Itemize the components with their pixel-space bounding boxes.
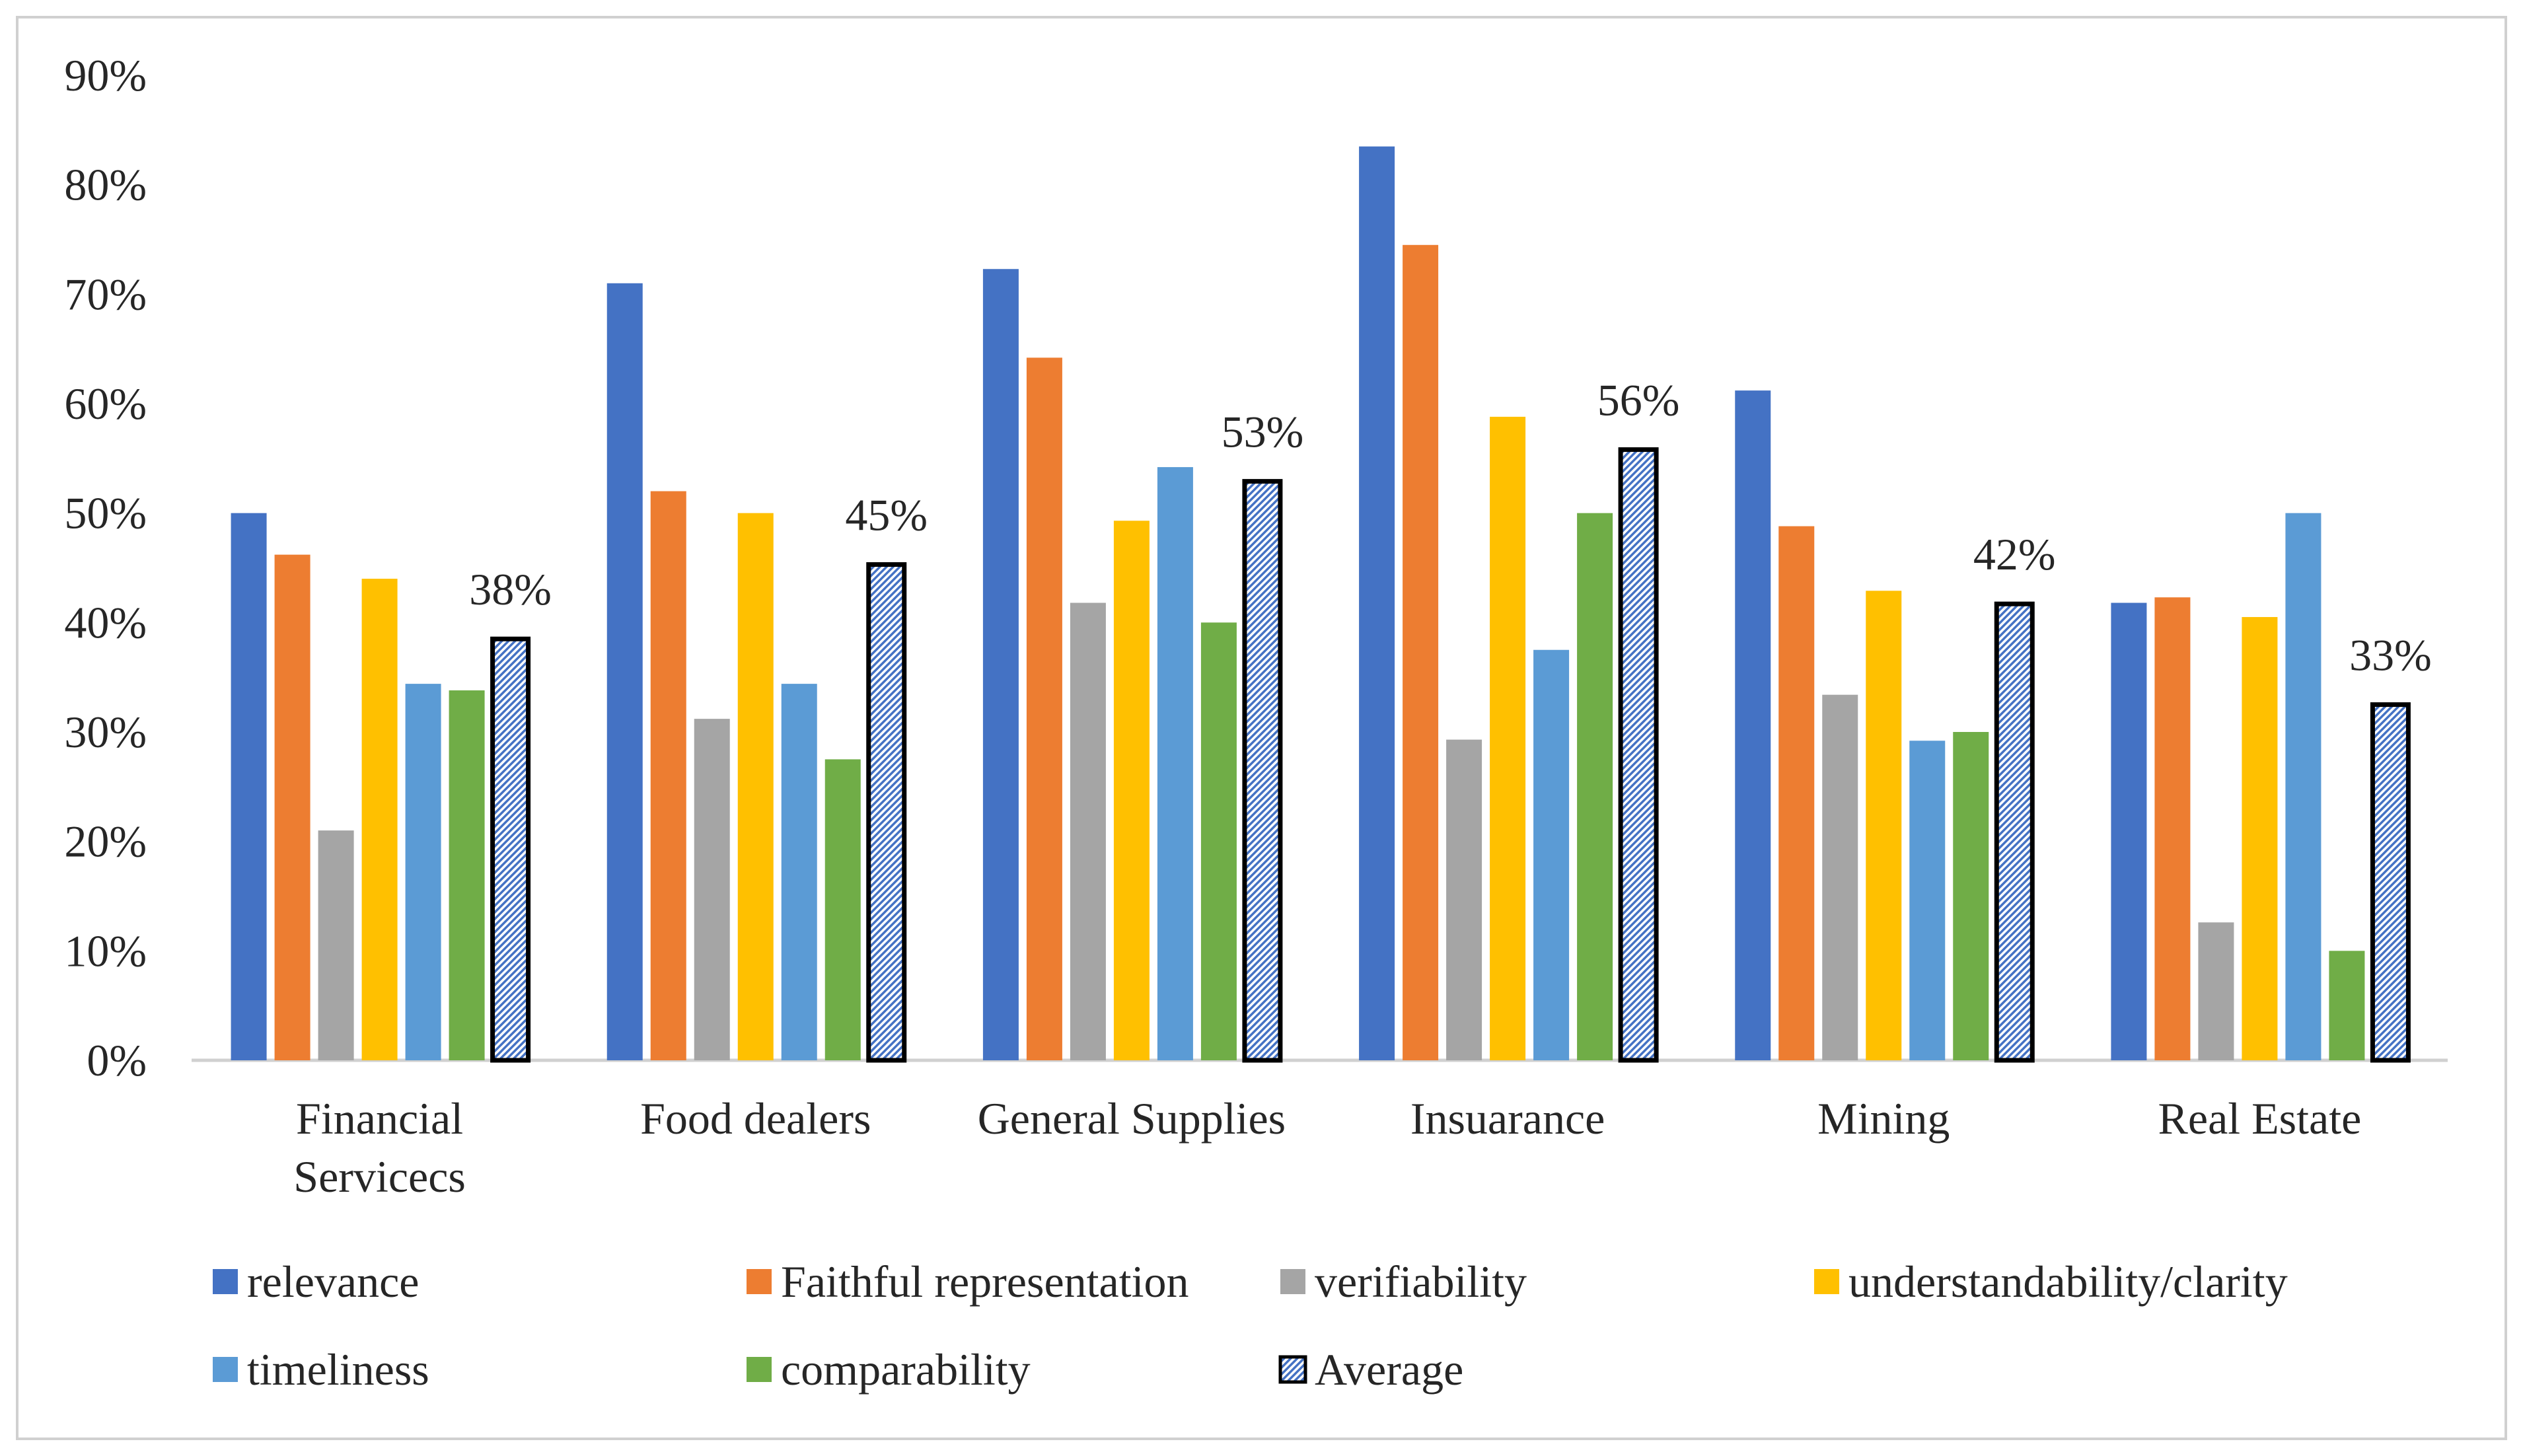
bar-comparability-4: [1577, 513, 1613, 1060]
bar-comparability-3: [1200, 622, 1237, 1060]
category-label: Insuarance: [1410, 1093, 1605, 1144]
bar-comparability-5: [1953, 732, 1989, 1060]
y-tick-label: 40%: [64, 597, 147, 647]
bar-timeliness-6: [2285, 513, 2322, 1060]
legend-swatch: [747, 1269, 772, 1294]
legend-label: Faithful representation: [781, 1256, 1188, 1307]
legend-label: relevance: [247, 1256, 419, 1307]
bar-relevance-2: [606, 283, 643, 1061]
bar-average-5: [1994, 601, 2035, 1063]
y-tick-label: 10%: [64, 926, 147, 976]
category-label: Mining: [1817, 1093, 1950, 1144]
legend-swatch: [213, 1269, 238, 1294]
average-data-label: 53%: [1222, 407, 1304, 457]
bar-understandability-clarity-3: [1113, 521, 1150, 1060]
legend-label: comparability: [781, 1344, 1031, 1395]
legend: relevance Faithful representation verifiab…: [213, 1256, 2288, 1395]
y-tick-label: 70%: [64, 269, 147, 319]
y-tick-label: 0%: [87, 1035, 147, 1085]
bar-relevance-5: [1735, 390, 1771, 1060]
bar-timeliness-5: [1909, 741, 1946, 1060]
category-label: Real Estate: [2158, 1093, 2362, 1144]
bar-relevance-1: [231, 513, 267, 1060]
bar-understandability-clarity-5: [1866, 591, 1902, 1060]
bar-verifiability-4: [1446, 739, 1482, 1060]
bar-comparability-2: [824, 759, 861, 1060]
legend-swatch: [1278, 1355, 1307, 1384]
bar-comparability-6: [2329, 951, 2365, 1060]
legend-label: understandability/clarity: [1848, 1256, 2288, 1307]
category-label: Financial: [296, 1093, 463, 1144]
y-tick-label: 60%: [64, 379, 147, 429]
bar-average-6: [2370, 702, 2411, 1063]
y-tick-label: 50%: [64, 488, 147, 538]
category-label: Food dealers: [640, 1093, 871, 1144]
bar-faithful-representation-6: [2154, 597, 2191, 1060]
y-tick-label: 20%: [64, 817, 147, 867]
bar-relevance-4: [1359, 146, 1395, 1060]
bar-timeliness-2: [781, 684, 817, 1060]
legend-label: timeliness: [247, 1344, 429, 1395]
x-axis: Financial Servicecs Food dealers General Su…: [192, 1058, 2448, 1202]
bar-average-3: [1242, 479, 1283, 1063]
bar-understandability-clarity-6: [2242, 617, 2278, 1060]
bar-relevance-6: [2111, 602, 2147, 1060]
bar-timeliness-1: [405, 684, 441, 1060]
bar-faithful-representation-4: [1403, 244, 1439, 1060]
y-tick-label: 90%: [64, 50, 147, 100]
data-labels: 38% 45% 53% 56% 42% 33%: [469, 375, 2431, 680]
bar-comparability-1: [449, 690, 485, 1060]
bar-faithful-representation-1: [274, 554, 311, 1060]
average-data-label: 42%: [1973, 529, 2056, 579]
bar-faithful-representation-3: [1026, 357, 1062, 1061]
legend-swatch: [213, 1357, 238, 1382]
bar-verifiability-6: [2198, 922, 2234, 1060]
bar-verifiability-2: [694, 719, 730, 1060]
bar-verifiability-5: [1822, 694, 1858, 1060]
bar-average-2: [866, 562, 907, 1063]
category-label: General Supplies: [978, 1093, 1286, 1144]
average-data-label: 38%: [469, 564, 552, 614]
bar-understandability-clarity-4: [1490, 416, 1526, 1060]
bar-faithful-representation-2: [650, 491, 686, 1060]
bar-relevance-3: [982, 269, 1019, 1061]
legend-swatch: [1814, 1269, 1839, 1294]
legend-swatch: [747, 1357, 772, 1382]
bars: [231, 146, 2411, 1063]
legend-label: verifiability: [1315, 1256, 1527, 1307]
y-tick-label: 30%: [64, 707, 147, 757]
category-label: Servicecs: [293, 1151, 466, 1202]
bar-average-4: [1618, 447, 1659, 1063]
y-axis: 0% 10% 20% 30% 40% 50% 60% 70% 80% 90%: [64, 50, 147, 1085]
bar-verifiability-1: [318, 830, 354, 1060]
y-tick-label: 80%: [64, 160, 147, 210]
bar-average-1: [490, 636, 531, 1063]
bar-timeliness-3: [1157, 467, 1193, 1060]
bar-faithful-representation-5: [1778, 526, 1815, 1060]
bar-understandability-clarity-1: [361, 579, 398, 1060]
legend-swatch: [1280, 1269, 1305, 1294]
bar-understandability-clarity-2: [737, 513, 774, 1060]
average-data-label: 56%: [1597, 375, 1680, 425]
legend-label: Average: [1315, 1344, 1463, 1395]
bar-timeliness-4: [1533, 649, 1570, 1060]
average-data-label: 33%: [2349, 630, 2432, 680]
average-data-label: 45%: [845, 490, 928, 540]
bar-verifiability-3: [1070, 602, 1106, 1060]
